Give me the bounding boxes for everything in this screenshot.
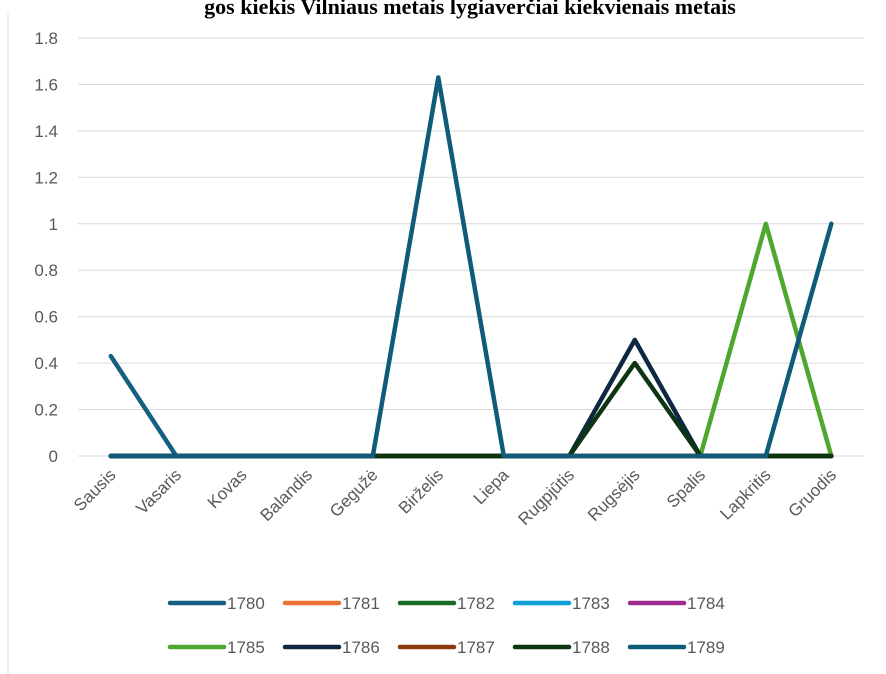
- legend-item-1787: 1787: [397, 638, 495, 657]
- x-tick-label: Sausis: [70, 465, 120, 515]
- y-tick-label: 1: [49, 215, 58, 234]
- legend-label: 1783: [572, 594, 610, 613]
- x-tick-label: Rugpjūtis: [515, 465, 579, 529]
- y-tick-label: 1.8: [34, 29, 58, 48]
- legend-label: 1786: [342, 638, 380, 657]
- y-tick-label: 0.6: [34, 308, 58, 327]
- legend-item-1783: 1783: [512, 594, 610, 613]
- x-tick-label: Rugsėjis: [584, 465, 644, 525]
- x-tick-label: Spalis: [663, 465, 709, 511]
- y-tick-label: 0.4: [34, 354, 58, 373]
- x-tick-label: Birželis: [395, 465, 447, 517]
- series-line-1786: [108, 337, 834, 459]
- legend-item-1781: 1781: [282, 594, 380, 613]
- x-tick-label: Liepa: [470, 465, 513, 508]
- y-tick-label: 0: [49, 447, 58, 466]
- legend-item-1789: 1789: [627, 638, 725, 657]
- legend: 1780 1781 1782 1783 1784 1785 1786 1787 1788 1789: [167, 594, 725, 657]
- chart-title: gos kiekis Vilniaus metais lygiaverčiai …: [204, 0, 736, 19]
- y-tick-label: 0.8: [34, 261, 58, 280]
- legend-item-1788: 1788: [512, 638, 610, 657]
- series-lines: [108, 75, 834, 459]
- legend-label: 1784: [687, 594, 725, 613]
- x-tick-label: Lapkritis: [716, 465, 774, 523]
- x-axis-tick-labels: Sausis Vasaris Kovas Balandis Gegužė Birželis…: [70, 465, 840, 529]
- legend-label: 1785: [227, 638, 265, 657]
- legend-label: 1787: [457, 638, 495, 657]
- y-axis-tick-labels: 0 0.2 0.4 0.6 0.8 1 1.2 1.4 1.6 1.8: [34, 29, 58, 466]
- legend-label: 1780: [227, 594, 265, 613]
- legend-label: 1781: [342, 594, 380, 613]
- y-tick-label: 1.6: [34, 75, 58, 94]
- y-tick-label: 0.2: [34, 401, 58, 420]
- y-tick-label: 1.4: [34, 122, 58, 141]
- series-line-1789: [108, 75, 834, 459]
- legend-item-1780: 1780: [167, 594, 265, 613]
- legend-item-1786: 1786: [282, 638, 380, 657]
- x-tick-label: Gruodis: [785, 465, 841, 521]
- legend-label: 1788: [572, 638, 610, 657]
- legend-label: 1782: [457, 594, 495, 613]
- x-tick-label: Gegužė: [326, 465, 382, 521]
- x-tick-label: Balandis: [257, 465, 317, 525]
- y-tick-label: 1.2: [34, 168, 58, 187]
- legend-item-1782: 1782: [397, 594, 495, 613]
- legend-item-1785: 1785: [167, 638, 265, 657]
- legend-label: 1789: [687, 638, 725, 657]
- gridlines: [78, 37, 864, 457]
- legend-item-1784: 1784: [627, 594, 725, 613]
- x-tick-label: Vasaris: [132, 465, 185, 518]
- x-tick-label: Kovas: [204, 465, 251, 512]
